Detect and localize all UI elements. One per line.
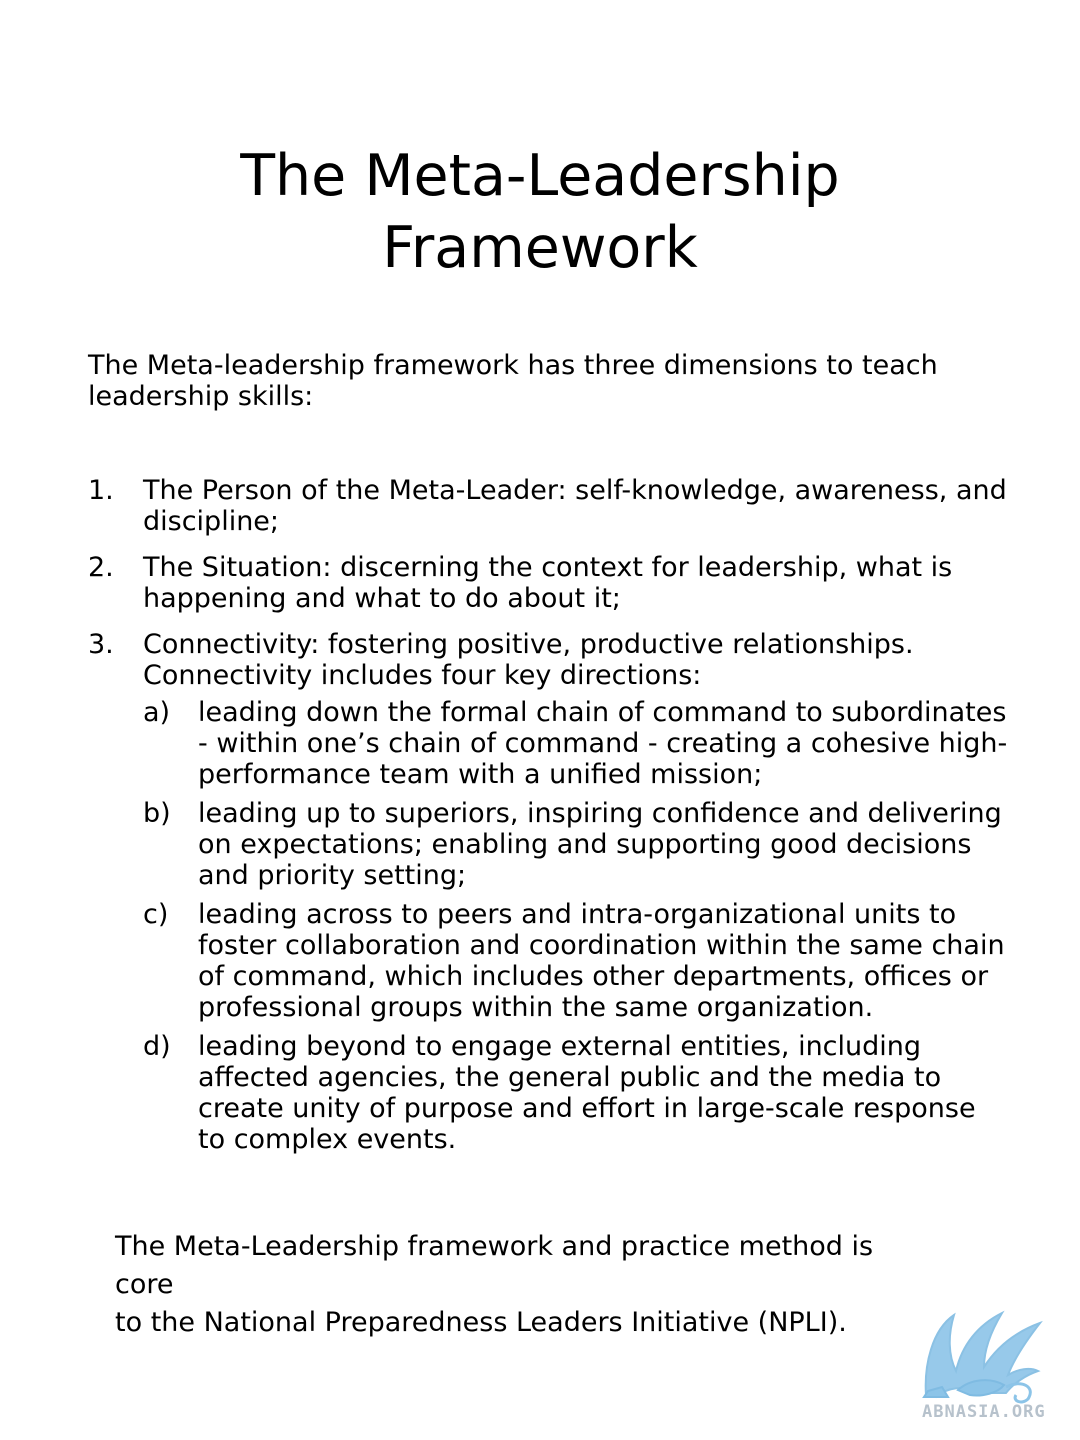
watermark-text: ABNASIA.ORG <box>922 1402 1046 1422</box>
closing-text: The Meta-Leadership framework and practi… <box>115 1228 935 1342</box>
sublist-item-letter: b) <box>143 798 171 829</box>
sublist-item-text: leading down the formal chain of command… <box>198 697 1008 790</box>
sublist-item-text: leading beyond to engage external entiti… <box>198 1031 976 1155</box>
sublist-item-letter: c) <box>143 899 169 930</box>
slide-title-line-1: The Meta-Leadership <box>240 143 840 209</box>
sublist-item: d) leading beyond to engage external ent… <box>143 1031 1008 1155</box>
sublist-item: b) leading up to superiors, inspiring co… <box>143 798 1008 891</box>
list-item-number: 3. <box>88 629 114 660</box>
sublist-item: a) leading down the formal chain of comm… <box>143 697 1008 790</box>
list-item: 2. The Situation: discerning the context… <box>88 552 1008 614</box>
slide-title-line-2: Framework <box>382 215 698 281</box>
sublist-item-text: leading up to superiors, inspiring confi… <box>198 798 1002 891</box>
sublist-item-letter: a) <box>143 697 171 728</box>
sublist-item: c) leading across to peers and intra-org… <box>143 899 1008 1023</box>
closing-line-1: The Meta-Leadership framework and practi… <box>115 1231 874 1300</box>
list-item-number: 2. <box>88 552 114 583</box>
intro-text: The Meta-leadership framework has three … <box>88 350 938 412</box>
list-item-text: The Situation: discerning the context fo… <box>143 552 953 614</box>
directions-sublist: a) leading down the formal chain of comm… <box>143 697 1008 1155</box>
list-item-number: 1. <box>88 475 114 506</box>
slide-title: The Meta-Leadership Framework <box>0 140 1080 284</box>
list-item-text: The Person of the Meta-Leader: self-know… <box>143 475 1007 537</box>
closing-line-2: to the National Preparedness Leaders Ini… <box>115 1307 847 1338</box>
sublist-item-letter: d) <box>143 1031 171 1062</box>
griffin-logo-icon <box>918 1275 1078 1435</box>
list-item: 1. The Person of the Meta-Leader: self-k… <box>88 475 1008 537</box>
list-item: 3. Connectivity: fostering positive, pro… <box>88 629 1008 1155</box>
list-item-text: Connectivity: fostering positive, produc… <box>143 629 914 691</box>
sublist-item-text: leading across to peers and intra-organi… <box>198 899 1005 1023</box>
dimensions-list: 1. The Person of the Meta-Leader: self-k… <box>88 475 1008 1170</box>
